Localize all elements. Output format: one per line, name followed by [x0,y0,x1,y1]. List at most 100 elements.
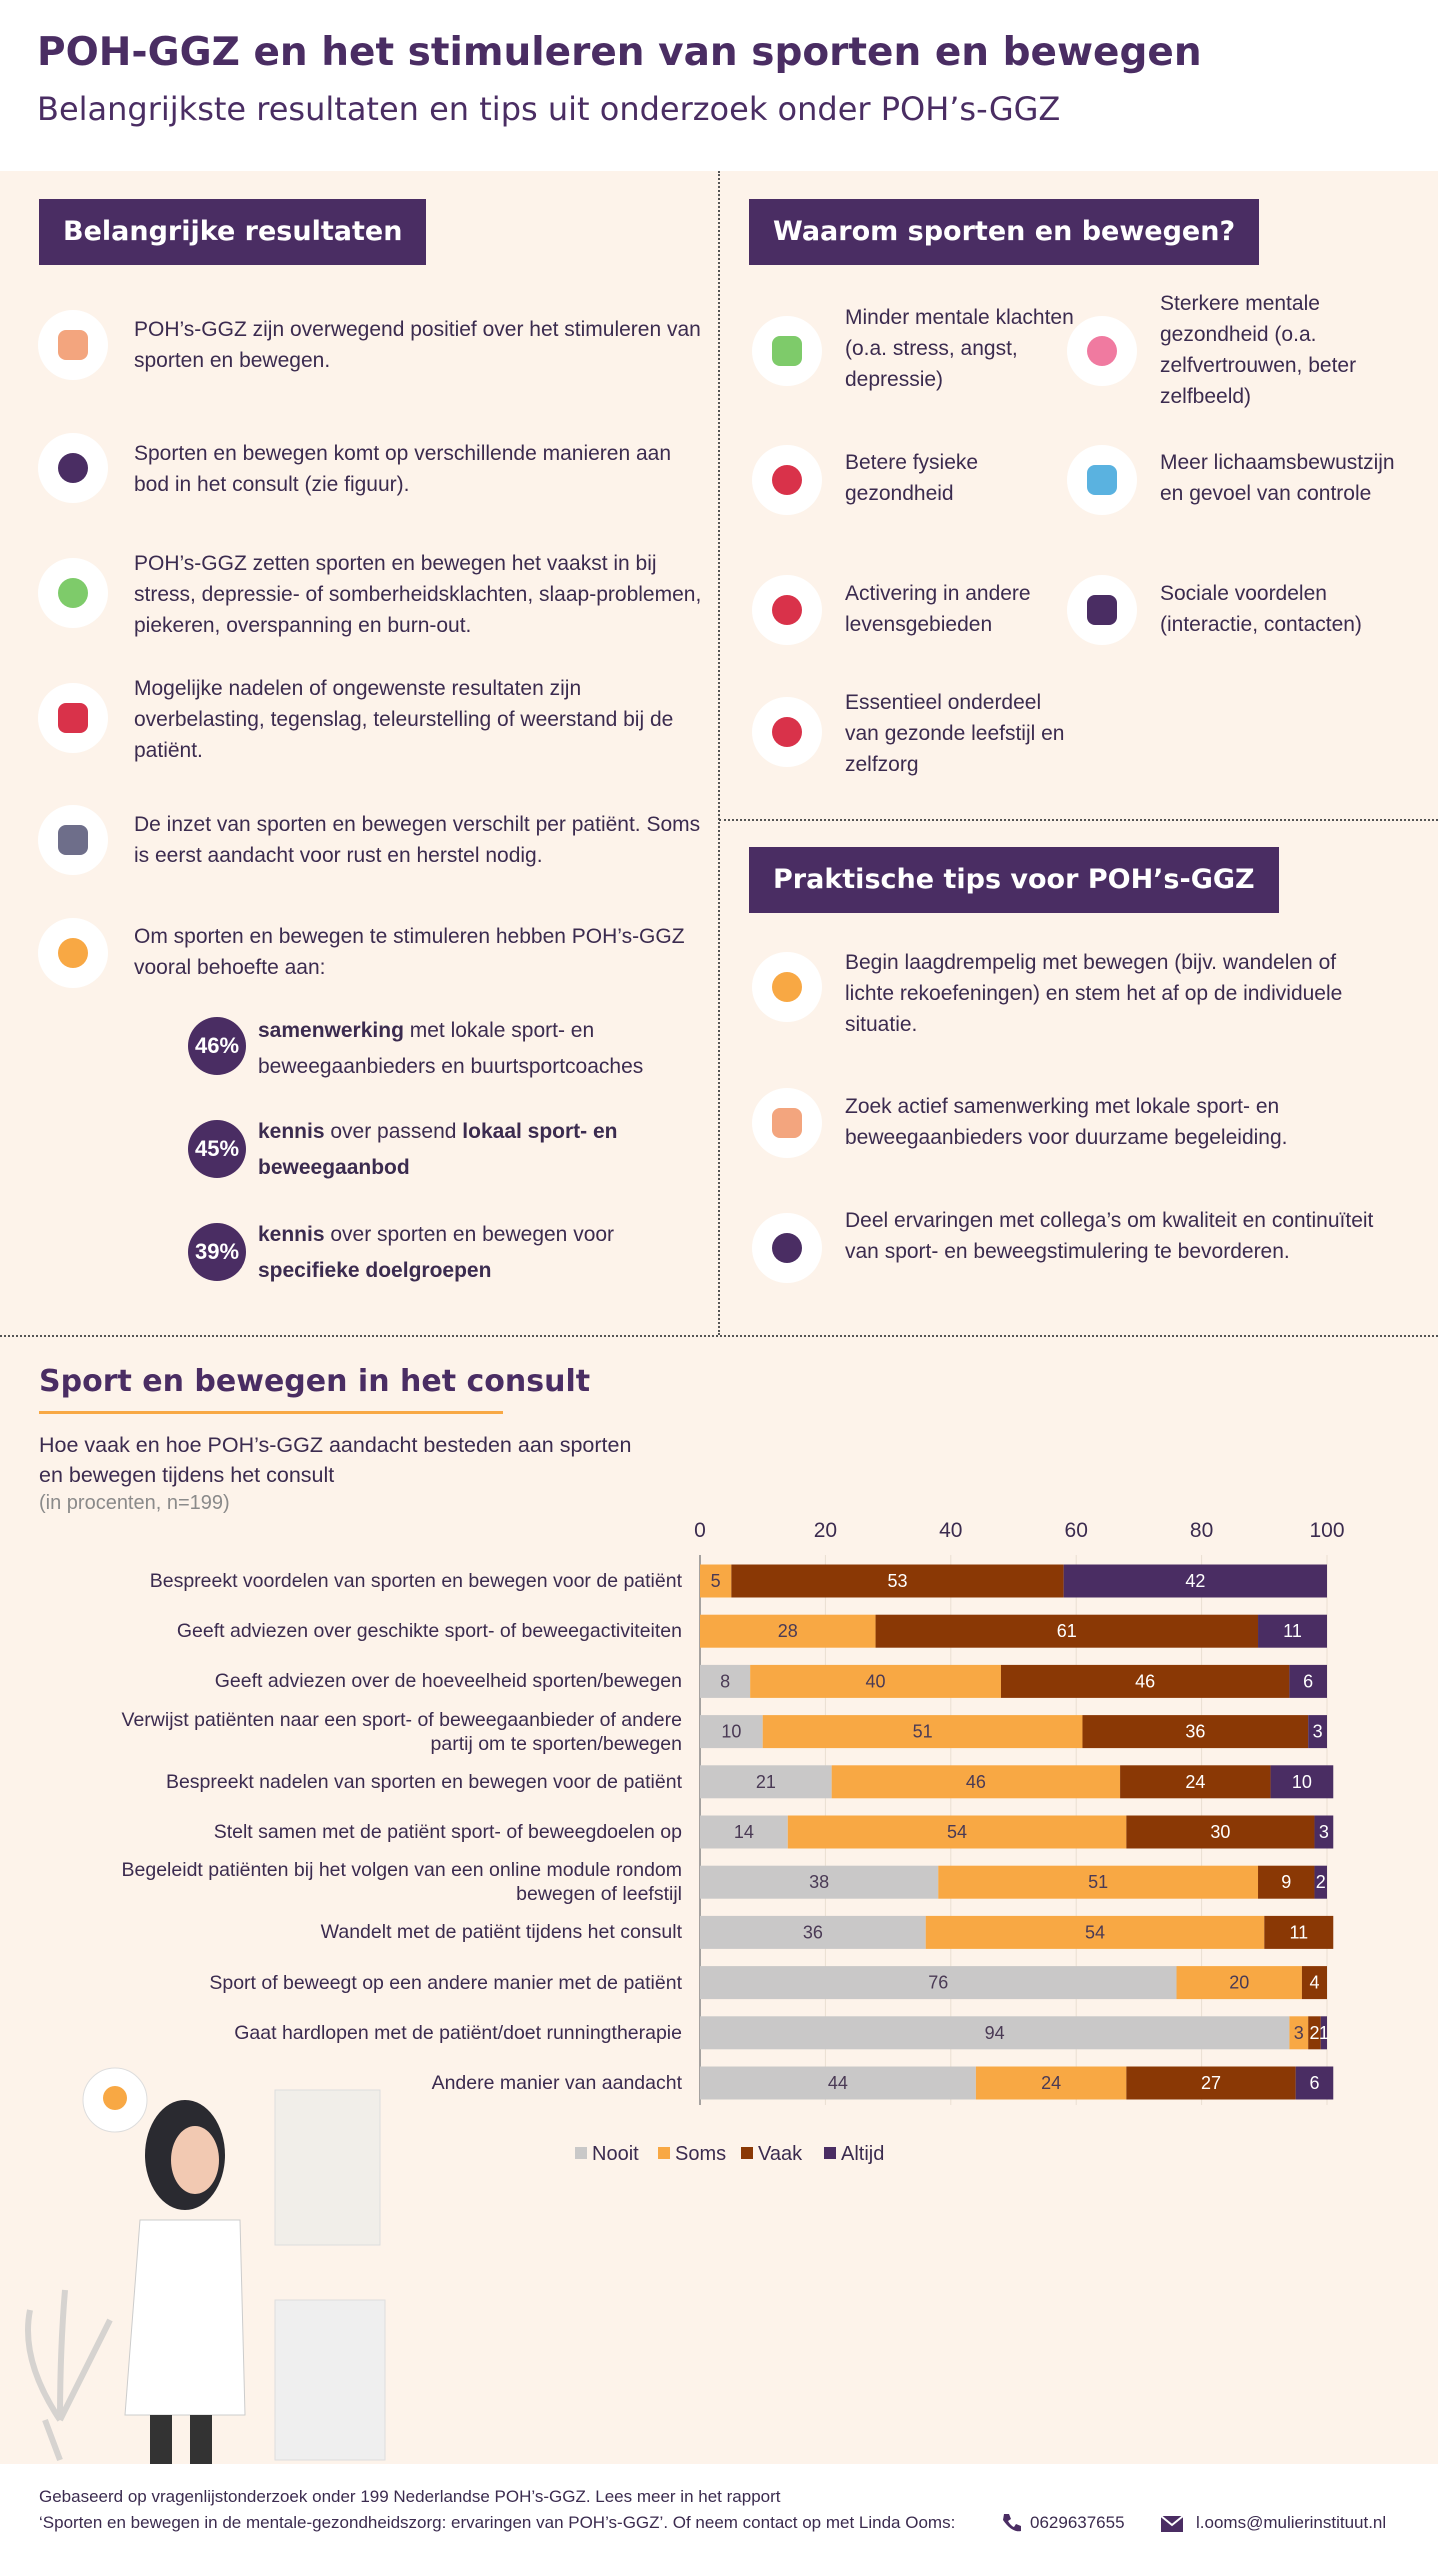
data-label: 51 [1088,1872,1108,1892]
bar-segment [1120,1765,1271,1799]
category-label: Bespreekt nadelen van sporten en bewegen… [165,1770,682,1793]
tip-text: Begin laagdrempelig met bewegen (bijv. w… [845,951,1343,1036]
data-label: 40 [866,1671,886,1691]
bar-segment [700,1715,763,1749]
x-tick-label: 40 [939,1519,962,1542]
percent-badge: 46% [188,1017,246,1075]
data-label: 54 [947,1822,967,1842]
data-label: 53 [887,1571,907,1591]
data-label: 76 [928,1973,948,1993]
text-part: over sporten en bewegen voor [324,1223,615,1246]
bar-segment [1314,1865,1327,1899]
chart-note: (in procenten, n=199) [39,1492,230,1514]
bar-segment [1314,1815,1334,1849]
x-tick-label: 0 [694,1519,706,1542]
data-label: 6 [1303,1671,1313,1691]
need-text: kennis over sporten en bewegen voor spec… [258,1217,658,1289]
bar-segment [975,2066,1127,2100]
bar-segment [1176,1966,1302,2000]
bar-segment [1082,1715,1309,1749]
coat [124,2219,246,2416]
text-part: kennis [258,1223,325,1246]
bar-segment [1258,1614,1327,1648]
chart-description: Hoe vaak en hoe POH’s-GGZ aandacht beste… [39,1433,632,1487]
data-label: 11 [1289,1922,1308,1942]
bar-segment [700,1915,926,1949]
icon [38,433,108,503]
bar-segment [1308,2016,1321,2050]
divider [0,1335,1438,1337]
x-tick-label: 20 [814,1519,837,1542]
bar-segment [700,1966,1177,2000]
category-label: Andere manier van aandacht [431,2072,682,2094]
x-tick-label: 100 [1309,1519,1344,1542]
legend-label: Altijd [841,2143,884,2165]
data-label: 9 [1281,1872,1291,1892]
text-part: samenwerking [258,1019,404,1042]
data-label: 30 [1210,1822,1230,1842]
result-text: POH’s-GGZ zijn overwegend positief over … [134,318,701,372]
legend-swatch [741,2147,753,2159]
icon [1067,575,1137,645]
poster [274,2089,381,2246]
data-label: 51 [913,1722,933,1742]
phone-icon [1003,2514,1021,2532]
icon [38,683,108,753]
data-label: 27 [1201,2073,1221,2093]
percent-badge: 45% [188,1120,246,1178]
bar-segment [787,1815,1127,1849]
tip-text: Deel ervaringen met collega’s om kwalite… [845,1209,1374,1263]
bar-segment [700,1765,832,1799]
bar-segment [1270,1765,1334,1799]
bar-segment [875,1614,1259,1648]
icon [38,918,108,988]
legend-label: Nooit [592,2143,639,2165]
section-heading: Sport en bewegen in het consult [39,1364,591,1399]
bar-segment [1264,1915,1334,1949]
bar-segment [1320,2016,1327,2050]
bar-segment [700,1815,788,1849]
why-text: Sterkere mentale gezondheid (o.a. zelfve… [1160,292,1357,408]
plant [25,2289,113,2462]
icon [752,445,822,515]
data-label: 1 [1319,2023,1329,2043]
icon [38,558,108,628]
divider [718,171,720,1335]
data-label: 54 [1085,1922,1105,1942]
bar-segment [1126,1815,1315,1849]
bar-segment [762,1715,1083,1749]
icon [38,310,108,380]
data-label: 14 [734,1822,754,1842]
section-heading: Waarom sporten en bewegen? [749,199,1260,265]
text-part: lokaal sport- en beweegaanbod [258,1120,618,1179]
data-label: 36 [803,1922,823,1942]
icon [38,805,108,875]
icon [1067,445,1137,515]
tip-text: Zoek actief samenwerking met lokale spor… [845,1095,1288,1149]
cabinet [274,2299,386,2461]
bar-segment [1301,1966,1327,2000]
data-label: 38 [809,1872,829,1892]
icon [752,575,822,645]
icon [752,952,822,1022]
legend-label: Vaak [758,2143,803,2165]
x-tick-label: 60 [1065,1519,1088,1542]
data-label: 10 [721,1722,741,1742]
bar-segment [938,1865,1259,1899]
data-label: 46 [966,1772,986,1792]
bar-segment [1063,1564,1327,1598]
meditation-icon [103,2086,127,2110]
data-label: 3 [1294,2023,1304,2043]
category-label: Geeft adviezen over geschikte sport- of … [176,1620,682,1643]
icon [752,1213,822,1283]
data-label: 2 [1316,1872,1326,1892]
footer [0,2464,1438,2560]
legend-swatch [658,2147,670,2159]
email: l.ooms@mulierinstituut.nl [1196,2513,1387,2532]
data-label: 3 [1319,1822,1329,1842]
result-text: POH’s-GGZ zetten sporten en bewegen het … [134,552,702,637]
category-label: Geeft adviezen over de hoeveelheid sport… [214,1670,682,1693]
text-part: kennis [258,1120,325,1143]
